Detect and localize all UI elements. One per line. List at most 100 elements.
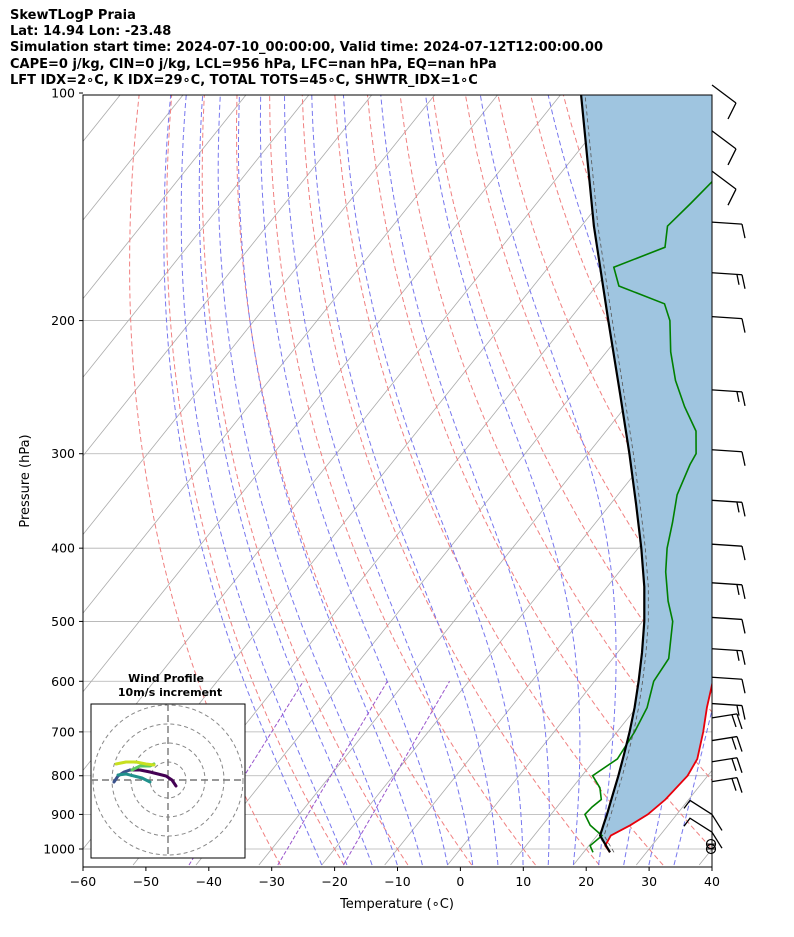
moist-adiabat-line — [380, 95, 550, 866]
isotherm-line — [83, 95, 310, 378]
cape-fill-area — [581, 95, 712, 853]
y-axis: 1000 900 800 700 600 500 400 300 200 100 — [43, 86, 83, 857]
wind-barb — [711, 449, 746, 466]
dry-adiabat-line — [464, 95, 712, 645]
barb-flag — [736, 391, 740, 402]
barb-staff — [711, 702, 743, 707]
isotherm-line — [384, 455, 712, 866]
x-tick-label: −20 — [321, 874, 347, 889]
moist-adiabat-line — [217, 95, 398, 866]
dry-adiabat-line — [301, 95, 600, 866]
wind-barb — [711, 130, 737, 166]
wind-barb — [711, 676, 746, 694]
barb-flag — [736, 274, 740, 285]
moist-adiabat-line — [163, 95, 323, 866]
y-tick-label: 300 — [51, 446, 75, 461]
barb-flag — [741, 705, 746, 720]
hodograph-trace — [116, 772, 152, 784]
isotherm-line — [83, 95, 499, 614]
isotherm-line — [321, 376, 712, 866]
barb-flag — [741, 650, 746, 665]
barb-staff — [711, 272, 743, 276]
isotherm-line — [698, 848, 712, 866]
dewpoint-line — [583, 180, 712, 853]
cape-line: CAPE=0 j/kg, CIN=0 j/kg, LCL=956 hPa, LF… — [10, 57, 497, 72]
y-tick-label: 800 — [51, 768, 75, 783]
barb-flag — [731, 714, 737, 728]
barb-staff — [711, 676, 743, 680]
wind-profile-inset: Wind Profile 10m/s increment — [90, 672, 246, 859]
dry-adiabat-line — [334, 95, 664, 866]
dry-adiabat-line — [166, 95, 345, 866]
y-tick-label: 400 — [51, 541, 75, 556]
wind-barb — [711, 616, 746, 634]
isotherm-line — [83, 95, 247, 300]
barb-staff — [711, 389, 743, 393]
index-line: LFT IDX=2∘C, K IDX=29∘C, TOTAL TOTS=45∘C… — [10, 73, 478, 88]
wind-barb — [711, 648, 746, 665]
barb-flag — [736, 757, 743, 773]
barb-staff — [711, 170, 737, 190]
barb-flag — [741, 584, 746, 599]
moist-adiabat-line — [198, 95, 373, 866]
isotherm-line — [258, 297, 712, 866]
barb-flag — [736, 502, 740, 513]
profile-curves — [579, 95, 712, 853]
barb-staff — [711, 130, 737, 150]
inset-title: Wind Profile — [128, 672, 204, 685]
barb-flag — [741, 318, 746, 333]
barb-staff — [711, 648, 743, 652]
x-tick-label: −60 — [70, 874, 96, 889]
y-axis-label: Pressure (hPa) — [18, 434, 33, 527]
barb-staff — [711, 757, 738, 763]
wind-barb — [711, 735, 743, 752]
barb-flag — [727, 148, 737, 166]
x-tick-label: −40 — [196, 874, 222, 889]
x-tick-label: 0 — [456, 874, 464, 889]
dry-adiabat-line — [201, 95, 409, 866]
x-tick-label: −30 — [259, 874, 285, 889]
barb-tail — [711, 831, 723, 849]
parcel-reference-line — [584, 95, 649, 853]
barb-flag — [741, 274, 746, 289]
x-tick-label: −10 — [384, 874, 410, 889]
mixing-ratio-line — [277, 681, 388, 866]
wind-barb — [711, 757, 743, 773]
y-tick-label: 500 — [51, 614, 75, 629]
barb-flag — [741, 224, 746, 239]
moist-adiabat-line — [311, 95, 499, 866]
x-tick-label: 10 — [515, 874, 531, 889]
barb-flag — [741, 502, 746, 517]
barb-staff — [711, 221, 743, 225]
isotherm-line — [762, 93, 794, 865]
wind-barb — [683, 799, 723, 831]
barb-flag — [736, 777, 743, 793]
cape-fill — [581, 95, 712, 853]
hodograph-trace — [128, 768, 178, 788]
moist-adiabat-line — [180, 95, 348, 866]
barb-staff — [711, 499, 743, 503]
barb-flag — [727, 102, 737, 120]
wind-barb — [683, 817, 723, 849]
background-lines — [83, 93, 794, 866]
dry-adiabat-line — [235, 95, 473, 866]
barb-flag — [736, 650, 740, 661]
wind-barb — [711, 702, 746, 720]
barb-flag — [741, 451, 746, 466]
wind-barb — [711, 272, 746, 289]
x-tick-label: −50 — [133, 874, 159, 889]
x-axis-label: Temperature (∘C) — [339, 897, 454, 912]
wind-barb — [711, 499, 746, 517]
y-tick-label: 100 — [51, 86, 75, 101]
y-tick-label: 1000 — [43, 842, 75, 857]
moist-adiabat-line — [342, 95, 524, 866]
barb-tail — [711, 814, 723, 831]
barb-staff — [711, 616, 743, 621]
dry-adiabat-line — [399, 95, 712, 782]
wind-barb — [711, 543, 746, 561]
barb-flag — [741, 391, 746, 406]
mixing-ratio-line — [343, 681, 451, 866]
wind-barb — [711, 84, 737, 120]
dry-adiabat-line — [758, 93, 794, 865]
